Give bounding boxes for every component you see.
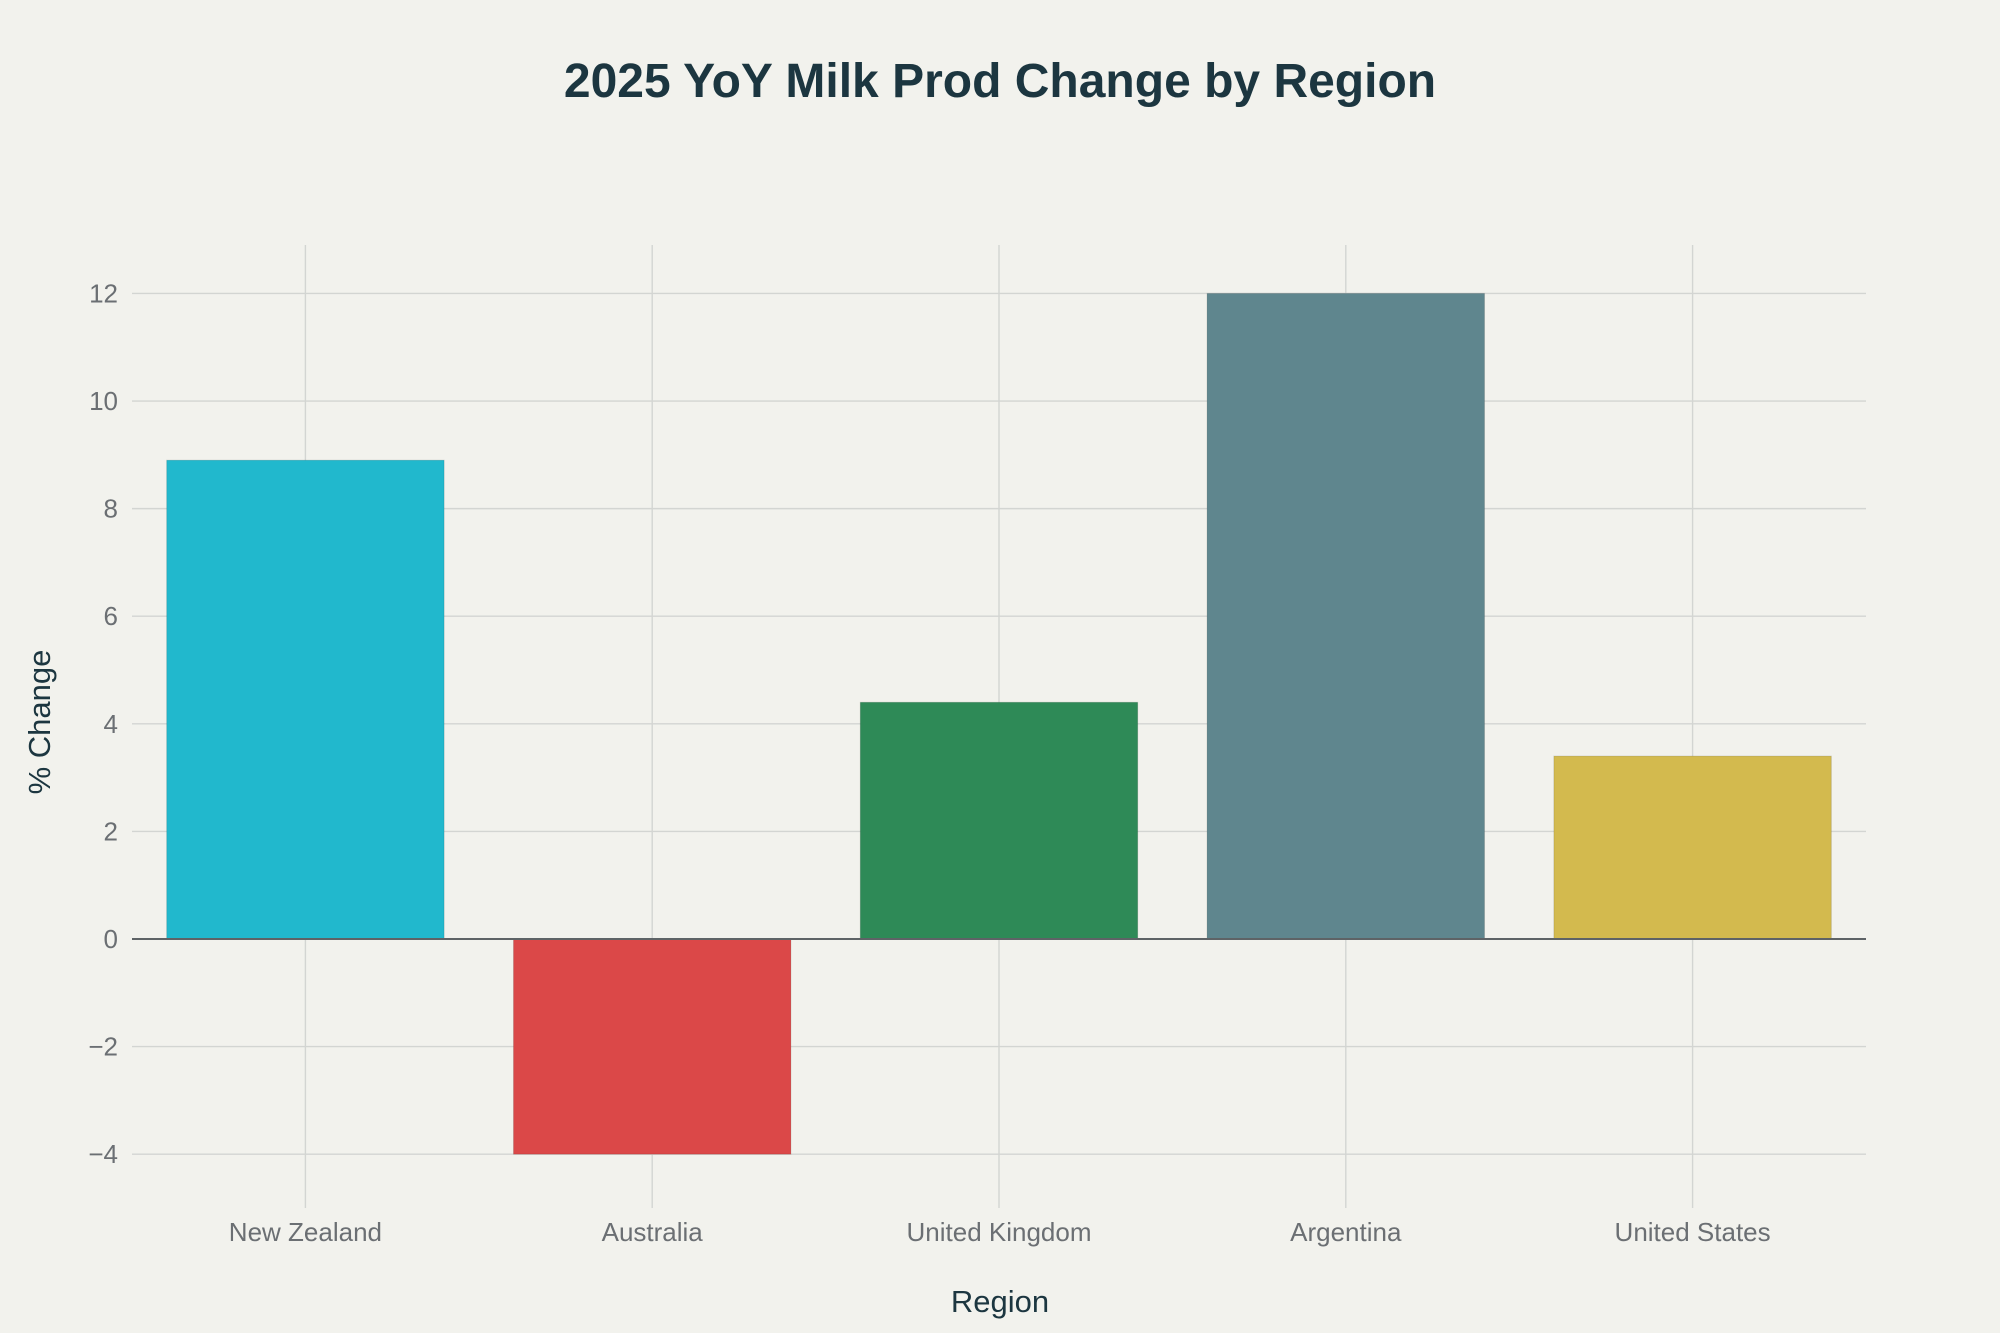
y-axis-title: % Change (22, 650, 57, 795)
y-tick-label: 4 (104, 709, 118, 739)
bar-new-zealand (166, 459, 445, 940)
bars-layer (166, 292, 1832, 1155)
y-tick-label: 8 (104, 494, 118, 524)
x-tick-label: United Kingdom (907, 1217, 1092, 1247)
x-axis-title: Region (951, 1284, 1049, 1319)
bar-argentina (1206, 292, 1486, 940)
y-tick-label: 6 (104, 601, 118, 631)
bar-australia (512, 938, 792, 1155)
y-tick-label: −4 (88, 1139, 118, 1169)
y-tick-label: 10 (89, 386, 118, 416)
bar-united-kingdom (859, 701, 1139, 940)
x-tick-label: Argentina (1290, 1217, 1402, 1247)
y-axis-ticks: −4 −2 0 2 4 6 8 10 12 (88, 278, 118, 1169)
x-tick-label: New Zealand (229, 1217, 382, 1247)
x-tick-label: United States (1615, 1217, 1771, 1247)
y-tick-label: 0 (104, 924, 118, 954)
x-axis-ticks: New Zealand Australia United Kingdom Argent… (229, 1217, 1771, 1247)
y-tick-label: −2 (88, 1032, 118, 1062)
chart-title: 2025 YoY Milk Prod Change by Region (564, 55, 1436, 108)
bar-united-states (1553, 755, 1832, 940)
y-tick-label: 2 (104, 816, 118, 846)
y-tick-label: 12 (89, 278, 118, 308)
x-tick-label: Australia (602, 1217, 704, 1247)
